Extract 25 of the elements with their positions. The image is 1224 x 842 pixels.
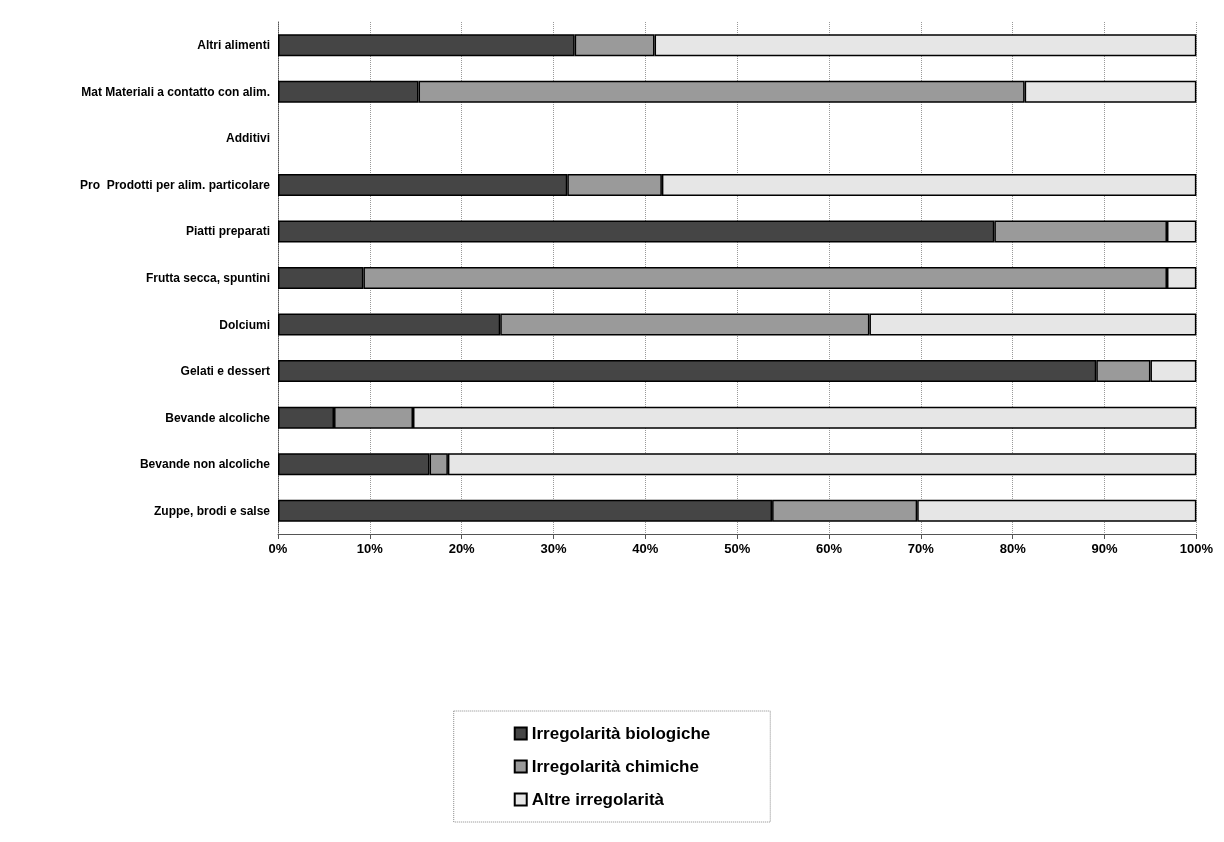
- x-tick-label: 90%: [1091, 541, 1118, 556]
- y-tick-label: Mat Materiali a contatto con alim.: [81, 84, 270, 99]
- y-tick-label: Zuppe, brodi e salse: [153, 503, 271, 518]
- y-tick-label: Dolciumi: [219, 317, 270, 332]
- y-tick-label: Gelati e dessert: [180, 364, 270, 379]
- legend-label: Irregolarità chimiche: [531, 757, 699, 776]
- x-tick-label: 10%: [356, 541, 384, 556]
- y-tick-label: Frutta secca, spuntini: [145, 271, 270, 285]
- x-tick-label: 20%: [448, 541, 476, 556]
- legend-label: Altre irregolarità: [531, 790, 665, 809]
- x-tick-label: 60%: [816, 541, 843, 556]
- x-tick-label: 70%: [907, 541, 935, 556]
- legend-label: Irregolarità biologiche: [531, 724, 711, 743]
- y-tick-label: Pro Prodotti per alim. particolare: [79, 177, 271, 192]
- x-tick-label: 40%: [632, 541, 659, 556]
- y-tick-label: Piatti preparati: [185, 224, 270, 239]
- x-tick-label: 0%: [268, 541, 288, 556]
- y-tick-label: Bevande alcoliche: [165, 410, 271, 425]
- x-tick-label: 80%: [999, 541, 1027, 556]
- x-tick-label: 50%: [724, 541, 751, 556]
- x-tick-label: 100%: [1179, 541, 1214, 556]
- y-tick-label: Additivi: [226, 131, 270, 146]
- y-tick-label: Bevande non alcoliche: [139, 457, 271, 472]
- y-tick-label: Altri alimenti: [197, 38, 270, 53]
- x-tick-label: 30%: [540, 541, 567, 556]
